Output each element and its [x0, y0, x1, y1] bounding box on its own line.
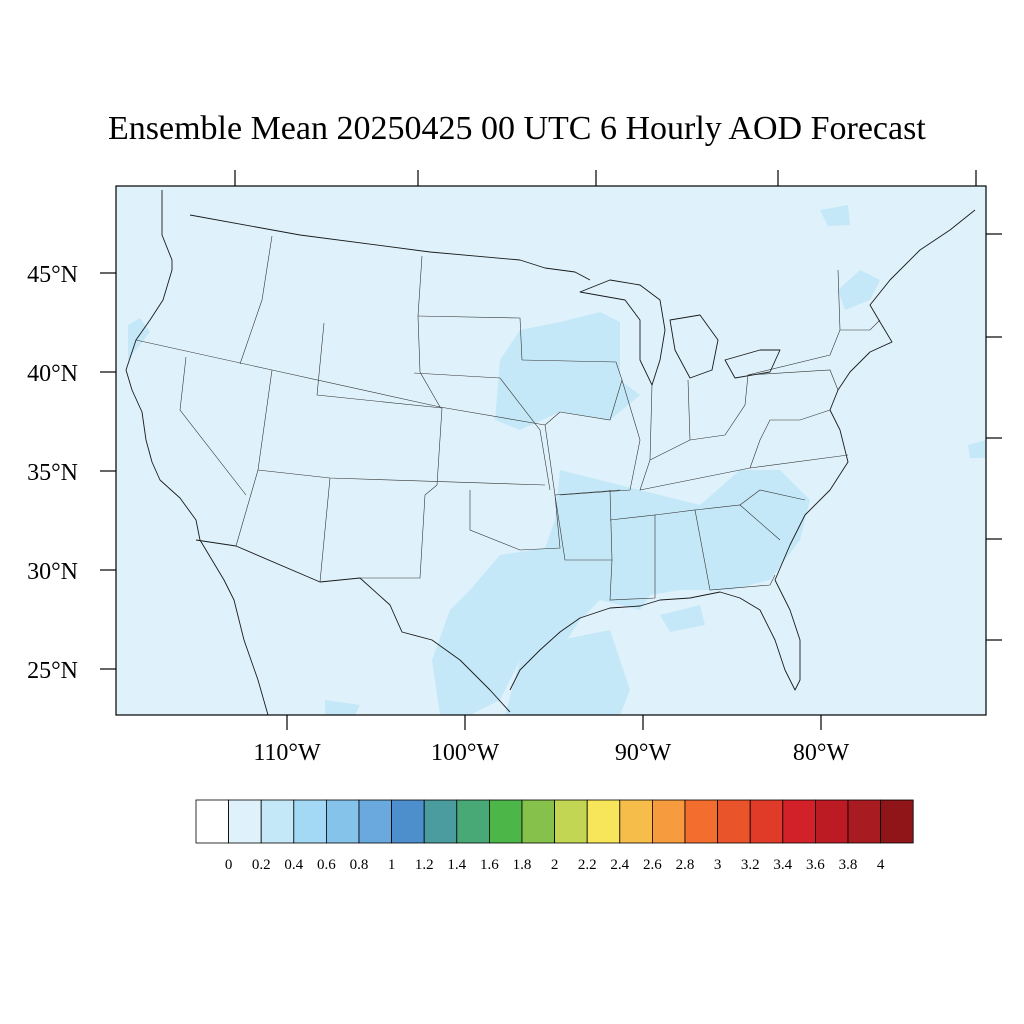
colorbar-labels: 0 0.2 0.4 0.6 0.8 1 1.2 1.4 1.6 1.8 2 2.2 2.4 2.6 2.8 3… [225, 857, 885, 873]
colorbar-level-label: 1.8 [513, 857, 532, 873]
colorbar-level-label: 2 [551, 857, 559, 873]
colorbar-level-label: 3.2 [741, 857, 760, 873]
gulf-coast-line [509, 579, 801, 691]
colorbar-level-label: 1.6 [480, 857, 499, 873]
lon-label: 110°W [253, 740, 321, 766]
canada-border [189, 214, 591, 281]
lat-label: 35°N [27, 460, 78, 486]
lon-label: 90°W [615, 740, 672, 766]
colorbar-level-label: 0.2 [252, 857, 271, 873]
colorbar-swatch [293, 799, 327, 844]
colorbar-level-label: 2.4 [610, 857, 629, 873]
colorbar-level-label: 1 [388, 857, 396, 873]
colorbar-swatch [749, 799, 784, 844]
colorbar-level-label: 3.8 [839, 857, 858, 873]
colorbar-swatch [456, 799, 490, 844]
colorbar-swatch [619, 799, 653, 844]
colorbar-level-label: 0.8 [350, 857, 369, 873]
colorbar-swatch [260, 799, 295, 844]
west-coast-line [125, 190, 269, 716]
lat-label: 40°N [27, 361, 78, 387]
colorbar-level-label: 3.6 [806, 857, 825, 873]
colorbar-level-label: 2.6 [643, 857, 662, 873]
colorbar-swatch [195, 799, 229, 844]
colorbar [195, 799, 914, 844]
state-borders [135, 235, 881, 601]
colorbar-swatch [391, 799, 425, 844]
colorbar-swatch [880, 799, 914, 844]
colorbar-level-label: 0.4 [284, 857, 303, 873]
colorbar-level-label: 2.8 [676, 857, 695, 873]
mexico-border [195, 539, 511, 713]
east-coast-line [774, 209, 976, 581]
colorbar-swatch [717, 799, 751, 844]
colorbar-swatch [521, 799, 555, 844]
colorbar-level-label: 0.6 [317, 857, 336, 873]
latitude-labels: 45°N 40°N 35°N 30°N 25°N [27, 262, 78, 684]
lon-label: 80°W [793, 740, 850, 766]
colorbar-swatch [652, 799, 686, 844]
colorbar-level-label: 1.4 [447, 857, 466, 873]
colorbar-swatch [782, 799, 816, 844]
colorbar-level-label: 1.2 [415, 857, 434, 873]
lon-label: 100°W [431, 740, 500, 766]
map-frame [115, 185, 987, 716]
colorbar-swatch [358, 799, 392, 844]
lat-label: 45°N [27, 262, 78, 288]
colorbar-level-label: 2.2 [578, 857, 597, 873]
lat-label: 25°N [27, 658, 78, 684]
great-lakes [579, 279, 781, 386]
map-title: Ensemble Mean 20250425 00 UTC 6 Hourly A… [108, 110, 926, 147]
colorbar-swatch [815, 799, 849, 844]
colorbar-level-label: 3 [714, 857, 722, 873]
boundary-lines [125, 190, 976, 716]
colorbar-level-label: 4 [877, 857, 885, 873]
colorbar-level-label: 3.4 [773, 857, 792, 873]
colorbar-swatch [423, 799, 458, 844]
colorbar-swatch [586, 799, 621, 844]
colorbar-swatch [847, 799, 881, 844]
frame-ticks [100, 170, 1002, 730]
colorbar-swatch [228, 799, 262, 844]
colorbar-swatch [488, 799, 523, 844]
colorbar-swatch [554, 799, 588, 844]
longitude-labels: 110°W 100°W 90°W 80°W [253, 740, 849, 766]
colorbar-swatch [325, 799, 360, 844]
colorbar-level-label: 0 [225, 857, 233, 873]
lat-label: 30°N [27, 559, 78, 585]
colorbar-swatch [684, 799, 718, 844]
